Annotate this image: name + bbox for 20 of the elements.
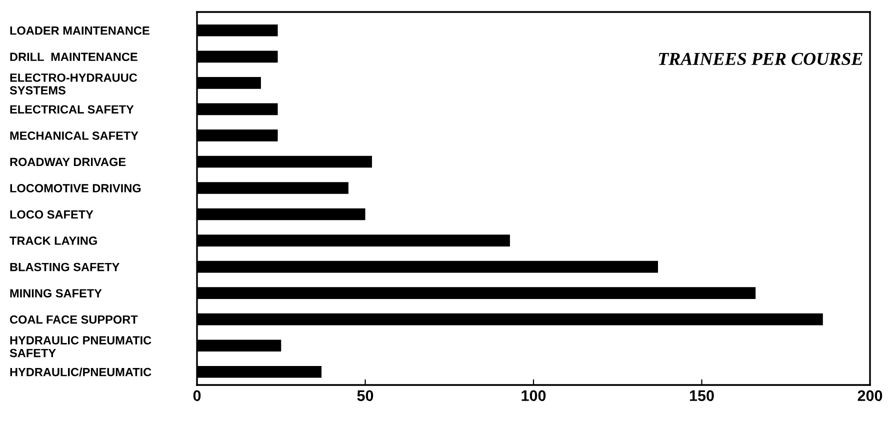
y-tick-label: MECHANICAL SAFETY bbox=[10, 131, 138, 140]
x-tick-label: 200 bbox=[858, 390, 882, 402]
x-tick-label: 100 bbox=[522, 390, 546, 402]
x-tick-label: 150 bbox=[690, 390, 714, 402]
y-tick-label: ELECTRICAL SAFETY bbox=[10, 105, 134, 114]
y-tick-label: HYDRAULIC PNEUMATIC SAFETY bbox=[10, 336, 152, 358]
text: TRAINEES PER COURSE bbox=[658, 52, 862, 66]
y-tick-label: ROADWAY DRIVAGE bbox=[10, 158, 126, 166]
y-tick-label: ELECTRO-HYDRAUUC SYSTEMS bbox=[10, 73, 138, 95]
y-tick-label: DRILL MAINTENANCE bbox=[10, 52, 138, 62]
y-tick-label: HYDRAULIC/PNEUMATIC bbox=[10, 368, 152, 376]
x-tick-label: 0 bbox=[193, 390, 201, 402]
y-tick-label: BLASTING SAFETY bbox=[10, 262, 120, 272]
y-tick-label: LOADER MAINTENANCE bbox=[10, 26, 150, 35]
y-tick-label: LOCOMOTIVE DRIVING bbox=[10, 184, 141, 192]
y-tick-label: COAL FACE SUPPORT bbox=[10, 315, 138, 324]
x-tick-label: 50 bbox=[357, 390, 374, 402]
y-tick-label: LOCO SAFETY bbox=[10, 210, 94, 219]
y-tick-label: TRACK LAYING bbox=[10, 236, 97, 245]
y-tick-label: MINING SAFETY bbox=[10, 289, 102, 298]
